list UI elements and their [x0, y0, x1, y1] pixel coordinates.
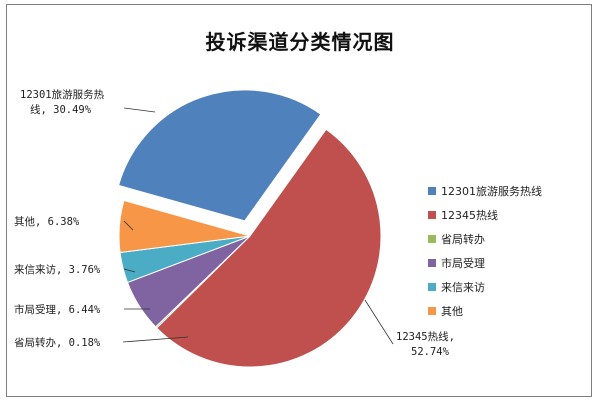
legend-label-3: 省局转办: [441, 232, 485, 246]
chart-title: 投诉渠道分类情况图: [205, 30, 395, 54]
data-label-5: 来信来访, 3.76%: [14, 264, 101, 276]
pie-slice-1: [117, 89, 322, 222]
legend-label-5: 来信来访: [441, 281, 485, 294]
leader-line-3: [122, 336, 189, 343]
legend-label-6: 其他: [441, 305, 463, 318]
leader-line-6: [123, 220, 134, 231]
legend-swatch-4: [428, 259, 436, 267]
legend-swatch-3: [428, 235, 436, 243]
legend-swatch-5: [428, 283, 436, 291]
data-label-6: 其他, 6.38%: [14, 215, 80, 228]
data-label-1: 12301旅游服务热线, 30.49%: [20, 88, 105, 116]
leader-line-2: [364, 299, 394, 345]
leader-line-5: [123, 268, 136, 273]
legend-label-4: 市局受理: [441, 256, 485, 270]
legend-swatch-6: [428, 307, 436, 315]
data-label-4: 市局受理, 6.44%: [14, 303, 101, 316]
legend-label-2: 12345热线: [441, 208, 498, 222]
legend-swatch-2: [428, 211, 436, 219]
legend-label-1: 12301旅游服务热线: [441, 184, 542, 198]
pie-slice-6: [118, 199, 251, 254]
leader-line-1: [123, 107, 156, 113]
pie-slice-2: [156, 128, 382, 368]
data-label-2: 12345热线, 52.74%: [396, 330, 455, 358]
legend-swatch-1: [428, 187, 436, 195]
data-label-3: 省局转办, 0.18%: [14, 336, 101, 349]
